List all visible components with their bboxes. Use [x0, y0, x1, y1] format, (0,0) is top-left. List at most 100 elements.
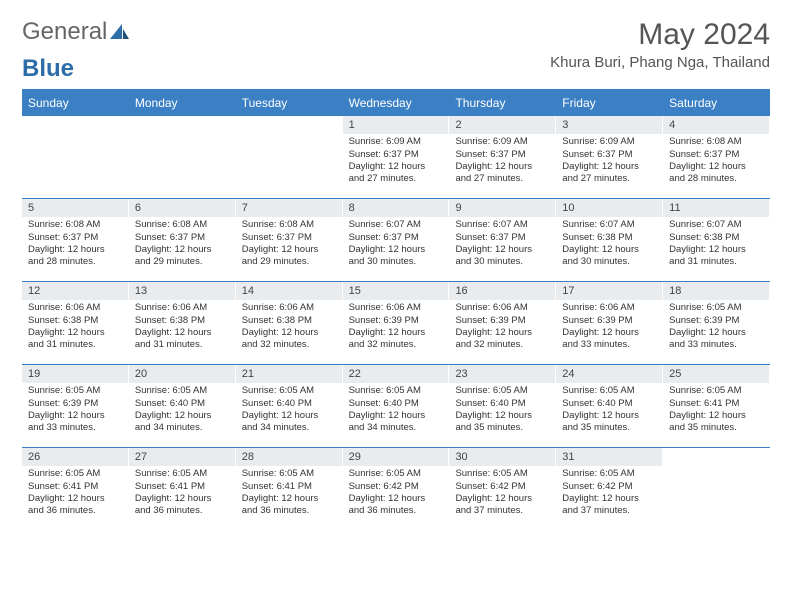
day-number: 15: [343, 282, 449, 300]
sunrise-line: Sunrise: 6:05 AM: [135, 468, 229, 480]
day-info: Sunrise: 6:09 AMSunset: 6:37 PMDaylight:…: [449, 134, 555, 189]
day-number: 20: [129, 365, 235, 383]
day-info: Sunrise: 6:07 AMSunset: 6:38 PMDaylight:…: [663, 217, 769, 272]
day-number: 30: [449, 448, 555, 466]
day-cell: [236, 116, 343, 198]
sunset-line: Sunset: 6:41 PM: [242, 481, 336, 493]
weekday-header: Friday: [556, 91, 663, 115]
sunset-line: Sunset: 6:37 PM: [349, 149, 443, 161]
sunrise-line: Sunrise: 6:06 AM: [242, 302, 336, 314]
sunrise-line: Sunrise: 6:08 AM: [669, 136, 763, 148]
day-info: Sunrise: 6:05 AMSunset: 6:40 PMDaylight:…: [449, 383, 555, 438]
day-number: 26: [22, 448, 128, 466]
sunrise-line: Sunrise: 6:08 AM: [135, 219, 229, 231]
sunrise-line: Sunrise: 6:06 AM: [562, 302, 656, 314]
day-cell: 15Sunrise: 6:06 AMSunset: 6:39 PMDayligh…: [343, 282, 450, 364]
day-cell: 21Sunrise: 6:05 AMSunset: 6:40 PMDayligh…: [236, 365, 343, 447]
sunset-line: Sunset: 6:39 PM: [669, 315, 763, 327]
day-info: Sunrise: 6:05 AMSunset: 6:39 PMDaylight:…: [22, 383, 128, 438]
day-cell: 22Sunrise: 6:05 AMSunset: 6:40 PMDayligh…: [343, 365, 450, 447]
day-cell: 19Sunrise: 6:05 AMSunset: 6:39 PMDayligh…: [22, 365, 129, 447]
sunset-line: Sunset: 6:38 PM: [562, 232, 656, 244]
sunrise-line: Sunrise: 6:07 AM: [562, 219, 656, 231]
sunset-line: Sunset: 6:42 PM: [455, 481, 549, 493]
sunrise-line: Sunrise: 6:05 AM: [28, 468, 122, 480]
daylight-line: Daylight: 12 hours and 34 minutes.: [135, 410, 229, 435]
logo-sail-icon: [109, 23, 131, 41]
day-cell: [129, 116, 236, 198]
day-number: 25: [663, 365, 769, 383]
sunset-line: Sunset: 6:40 PM: [135, 398, 229, 410]
weekday-header: Thursday: [449, 91, 556, 115]
day-info: Sunrise: 6:05 AMSunset: 6:41 PMDaylight:…: [663, 383, 769, 438]
day-cell: 23Sunrise: 6:05 AMSunset: 6:40 PMDayligh…: [449, 365, 556, 447]
sunset-line: Sunset: 6:39 PM: [455, 315, 549, 327]
day-info: Sunrise: 6:06 AMSunset: 6:39 PMDaylight:…: [556, 300, 662, 355]
sunset-line: Sunset: 6:41 PM: [669, 398, 763, 410]
day-info: Sunrise: 6:07 AMSunset: 6:37 PMDaylight:…: [343, 217, 449, 272]
day-number: 8: [343, 199, 449, 217]
day-info: Sunrise: 6:05 AMSunset: 6:40 PMDaylight:…: [129, 383, 235, 438]
sunrise-line: Sunrise: 6:07 AM: [349, 219, 443, 231]
sunrise-line: Sunrise: 6:09 AM: [349, 136, 443, 148]
day-cell: 11Sunrise: 6:07 AMSunset: 6:38 PMDayligh…: [663, 199, 770, 281]
daylight-line: Daylight: 12 hours and 35 minutes.: [669, 410, 763, 435]
day-cell: 31Sunrise: 6:05 AMSunset: 6:42 PMDayligh…: [556, 448, 663, 530]
daylight-line: Daylight: 12 hours and 35 minutes.: [562, 410, 656, 435]
daylight-line: Daylight: 12 hours and 29 minutes.: [135, 244, 229, 269]
day-info: Sunrise: 6:08 AMSunset: 6:37 PMDaylight:…: [129, 217, 235, 272]
sunset-line: Sunset: 6:37 PM: [669, 149, 763, 161]
day-number: 22: [343, 365, 449, 383]
day-info: Sunrise: 6:06 AMSunset: 6:38 PMDaylight:…: [22, 300, 128, 355]
day-cell: 16Sunrise: 6:06 AMSunset: 6:39 PMDayligh…: [449, 282, 556, 364]
daylight-line: Daylight: 12 hours and 36 minutes.: [28, 493, 122, 518]
sunrise-line: Sunrise: 6:05 AM: [562, 468, 656, 480]
day-info: Sunrise: 6:07 AMSunset: 6:37 PMDaylight:…: [449, 217, 555, 272]
day-info: Sunrise: 6:05 AMSunset: 6:40 PMDaylight:…: [556, 383, 662, 438]
sunrise-line: Sunrise: 6:08 AM: [28, 219, 122, 231]
day-number: 14: [236, 282, 342, 300]
day-info: Sunrise: 6:06 AMSunset: 6:38 PMDaylight:…: [129, 300, 235, 355]
day-number: 10: [556, 199, 662, 217]
day-number: 27: [129, 448, 235, 466]
week-row: 12Sunrise: 6:06 AMSunset: 6:38 PMDayligh…: [22, 281, 770, 364]
sunrise-line: Sunrise: 6:06 AM: [349, 302, 443, 314]
sunrise-line: Sunrise: 6:05 AM: [455, 385, 549, 397]
sunset-line: Sunset: 6:40 PM: [562, 398, 656, 410]
day-number: 28: [236, 448, 342, 466]
logo: General: [22, 18, 133, 46]
day-cell: 27Sunrise: 6:05 AMSunset: 6:41 PMDayligh…: [129, 448, 236, 530]
day-info: Sunrise: 6:05 AMSunset: 6:39 PMDaylight:…: [663, 300, 769, 355]
calendar: SundayMondayTuesdayWednesdayThursdayFrid…: [22, 89, 770, 530]
weekday-header: Sunday: [22, 91, 129, 115]
daylight-line: Daylight: 12 hours and 31 minutes.: [669, 244, 763, 269]
day-cell: 13Sunrise: 6:06 AMSunset: 6:38 PMDayligh…: [129, 282, 236, 364]
sunset-line: Sunset: 6:37 PM: [242, 232, 336, 244]
daylight-line: Daylight: 12 hours and 33 minutes.: [669, 327, 763, 352]
day-info: Sunrise: 6:06 AMSunset: 6:39 PMDaylight:…: [343, 300, 449, 355]
daylight-line: Daylight: 12 hours and 27 minutes.: [349, 161, 443, 186]
weekday-header: Wednesday: [343, 91, 450, 115]
sunset-line: Sunset: 6:42 PM: [562, 481, 656, 493]
logo-blue: Blue: [22, 55, 770, 83]
daylight-line: Daylight: 12 hours and 34 minutes.: [242, 410, 336, 435]
day-cell: 17Sunrise: 6:06 AMSunset: 6:39 PMDayligh…: [556, 282, 663, 364]
sunrise-line: Sunrise: 6:05 AM: [135, 385, 229, 397]
sunset-line: Sunset: 6:38 PM: [669, 232, 763, 244]
day-info: Sunrise: 6:09 AMSunset: 6:37 PMDaylight:…: [343, 134, 449, 189]
week-row: 5Sunrise: 6:08 AMSunset: 6:37 PMDaylight…: [22, 198, 770, 281]
sunset-line: Sunset: 6:37 PM: [455, 232, 549, 244]
sunrise-line: Sunrise: 6:05 AM: [28, 385, 122, 397]
daylight-line: Daylight: 12 hours and 35 minutes.: [455, 410, 549, 435]
day-cell: 28Sunrise: 6:05 AMSunset: 6:41 PMDayligh…: [236, 448, 343, 530]
sunrise-line: Sunrise: 6:05 AM: [349, 468, 443, 480]
week-row: 26Sunrise: 6:05 AMSunset: 6:41 PMDayligh…: [22, 447, 770, 530]
day-number: 18: [663, 282, 769, 300]
day-info: Sunrise: 6:05 AMSunset: 6:41 PMDaylight:…: [236, 466, 342, 521]
logo-general: General: [22, 18, 107, 46]
day-number: 24: [556, 365, 662, 383]
sunrise-line: Sunrise: 6:08 AM: [242, 219, 336, 231]
sunrise-line: Sunrise: 6:06 AM: [28, 302, 122, 314]
sunrise-line: Sunrise: 6:05 AM: [242, 385, 336, 397]
day-number: 3: [556, 116, 662, 134]
